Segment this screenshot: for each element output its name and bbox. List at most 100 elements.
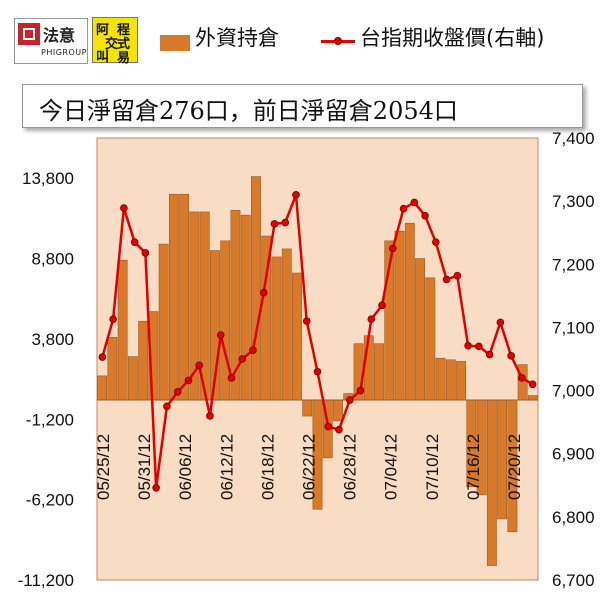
- price-point: [292, 191, 300, 199]
- legend-line-marker: [334, 37, 342, 45]
- price-point: [399, 204, 408, 213]
- price-point: [98, 353, 107, 361]
- logo2-char: 叫: [96, 50, 110, 65]
- logo2-char: 交: [105, 37, 119, 52]
- logo2-char: 易: [117, 51, 131, 66]
- left-axis-tick-label: -1,200: [26, 410, 74, 429]
- x-axis-date-label: 07/10/12: [423, 434, 442, 500]
- position-bar: [292, 272, 302, 401]
- position-bar: [158, 243, 169, 401]
- price-point: [356, 386, 365, 395]
- x-axis-date-label: 07/20/12: [505, 434, 524, 500]
- position-bar: [251, 176, 261, 401]
- position-bar: [302, 399, 313, 417]
- brand-subtext: PHIGROUP: [41, 48, 87, 57]
- program-trading-logo: 阿 程 式 叫 易 交: [92, 17, 138, 66]
- position-bar: [456, 361, 467, 401]
- right-axis-tick-label: 6,800: [552, 508, 595, 527]
- logo2-char: 式: [117, 37, 131, 52]
- x-axis-date-label: 06/06/12: [176, 434, 195, 500]
- price-point: [184, 376, 193, 385]
- position-bar: [138, 320, 149, 401]
- price-point: [432, 238, 440, 246]
- legend-bar-label: 外資持倉: [195, 26, 279, 50]
- left-axis-tick-label: 13,800: [22, 169, 74, 188]
- price-point: [453, 271, 462, 280]
- price-point: [324, 422, 333, 431]
- x-axis-date-label: 07/16/12: [464, 434, 483, 500]
- price-point: [410, 198, 419, 207]
- x-axis-date-label: 06/12/12: [217, 434, 236, 500]
- right-axis-tick-label: 7,300: [552, 192, 595, 211]
- position-bar: [415, 258, 425, 401]
- price-point: [528, 380, 537, 389]
- x-axis-date-label: 06/28/12: [341, 434, 360, 500]
- price-point: [238, 355, 247, 363]
- position-bar: [445, 359, 456, 401]
- right-axis-tick-label: 6,900: [552, 445, 595, 464]
- position-bar: [97, 375, 108, 401]
- price-point: [281, 218, 290, 227]
- price-point: [335, 425, 343, 434]
- position-bar: [404, 222, 415, 401]
- price-point: [313, 367, 322, 376]
- net-position-info-box: 今日淨留倉276口，前日淨留倉2054口: [22, 84, 583, 128]
- price-point: [227, 374, 236, 382]
- price-point: [345, 396, 354, 404]
- right-axis-tick-label: 7,200: [552, 255, 595, 274]
- net-position-text: 今日淨留倉276口，前日淨留倉2054口: [39, 97, 458, 125]
- price-point: [270, 220, 279, 228]
- left-axis-tick-label: -11,200: [18, 571, 74, 590]
- logo2-char: 阿: [96, 23, 110, 38]
- price-point: [518, 374, 526, 382]
- price-point: [259, 288, 268, 297]
- legend-line-label: 台指期收盤價(右軸): [360, 26, 545, 50]
- price-point: [206, 412, 214, 420]
- x-axis-date-label: 05/31/12: [135, 434, 154, 500]
- price-point: [485, 350, 494, 359]
- position-bar: [527, 395, 538, 401]
- position-bar: [374, 343, 384, 401]
- legend-bar-swatch: [160, 35, 190, 51]
- price-point: [421, 211, 429, 220]
- price-point: [442, 275, 451, 284]
- position-bar: [435, 357, 446, 401]
- position-bar: [271, 256, 282, 401]
- price-point: [475, 342, 483, 351]
- price-point: [152, 484, 160, 492]
- price-point: [130, 238, 139, 246]
- position-bar: [517, 364, 528, 401]
- price-point: [216, 331, 225, 339]
- brand-text: 法意: [43, 26, 76, 45]
- phigroup-mark-icon: [18, 23, 40, 45]
- position-bar: [168, 193, 179, 401]
- x-axis-date-label: 06/22/12: [300, 434, 319, 500]
- left-axis-tick-label: 8,800: [31, 250, 74, 269]
- position-bar: [240, 214, 251, 401]
- price-point: [195, 361, 203, 370]
- position-bar: [179, 193, 190, 401]
- right-axis-tick-label: 7,400: [552, 129, 595, 148]
- x-axis-date-label: 07/04/12: [382, 434, 401, 500]
- price-point: [507, 352, 515, 360]
- position-bar: [425, 277, 436, 401]
- x-axis-date-label: 05/25/12: [94, 434, 113, 500]
- right-axis-tick-label: 7,000: [552, 382, 595, 401]
- left-axis-tick-label: 3,800: [31, 330, 74, 349]
- position-bar: [363, 335, 374, 401]
- price-point: [367, 315, 376, 324]
- price-point: [141, 249, 150, 257]
- position-bar: [333, 399, 343, 422]
- price-point: [249, 346, 257, 354]
- position-bar: [117, 259, 128, 401]
- x-axis-date-label: 06/18/12: [258, 434, 277, 500]
- position-bar: [281, 248, 292, 401]
- position-bar: [127, 356, 138, 401]
- price-point: [388, 244, 397, 253]
- phigroup-logo: 法意 PHIGROUP: [14, 18, 88, 64]
- logo2-char: 程: [117, 23, 131, 38]
- price-point: [173, 388, 182, 396]
- price-point: [163, 402, 171, 411]
- price-point: [378, 301, 386, 310]
